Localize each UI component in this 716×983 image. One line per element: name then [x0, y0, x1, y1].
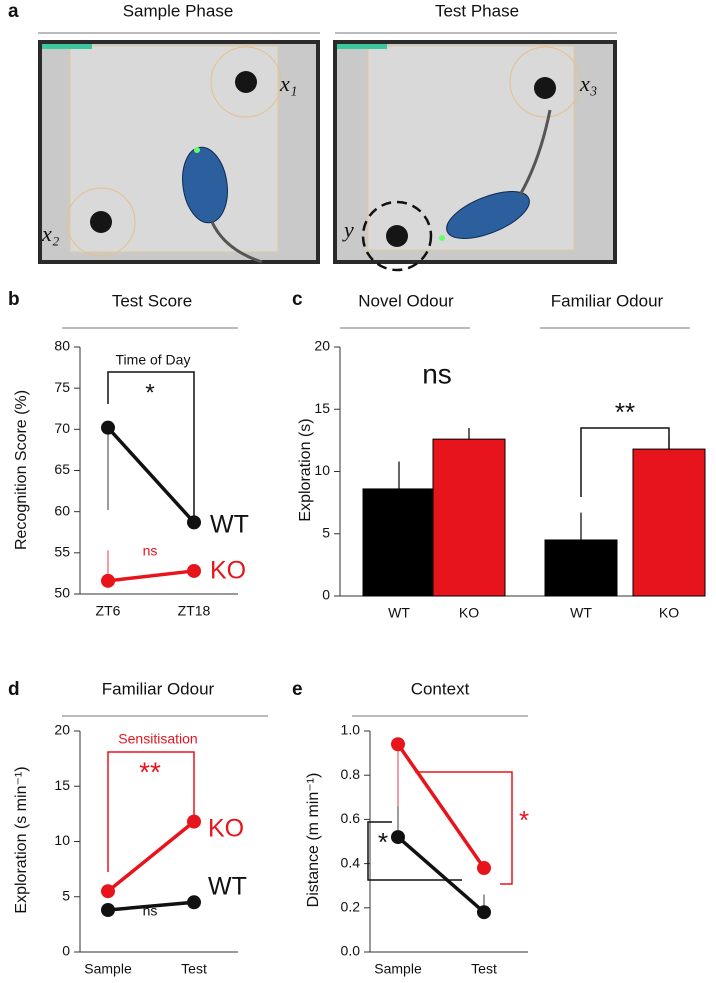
annotation: * — [519, 805, 529, 835]
y-tick-label: 65 — [54, 461, 70, 477]
data-point — [101, 420, 115, 435]
y-axis-label: Distance (m min⁻¹) — [305, 773, 322, 908]
data-point — [187, 895, 201, 910]
y-tick-label: 80 — [54, 338, 70, 354]
annotation: ns — [422, 358, 452, 389]
series-line — [106, 820, 196, 893]
series-line — [106, 426, 196, 524]
panel-letter: a — [8, 1, 19, 22]
series-line — [396, 743, 486, 870]
panel-title: Test Score — [112, 291, 192, 310]
significance-bracket — [107, 751, 195, 872]
panel-letter: b — [8, 289, 20, 310]
significance-bracket — [107, 371, 195, 516]
data-point — [101, 573, 115, 588]
y-tick-label: 5 — [322, 524, 330, 540]
y-tick-label: 5 — [62, 887, 70, 903]
y-tick-label: 10 — [314, 462, 330, 478]
y-tick-label: 0.0 — [341, 943, 361, 959]
panel-letter: d — [8, 679, 20, 700]
y-tick-label: 50 — [54, 585, 70, 601]
y-tick-label: 0 — [322, 587, 330, 603]
data-point — [391, 737, 405, 752]
y-tick-label: 20 — [54, 722, 70, 738]
data-point — [101, 903, 115, 918]
series-label: KO — [210, 557, 246, 585]
x-tick-label: Sample — [84, 961, 132, 977]
object-label: x₁ — [279, 71, 297, 96]
data-point — [477, 905, 491, 920]
y-tick-label: 0 — [62, 943, 70, 959]
y-tick-label: 20 — [314, 338, 330, 354]
annotation: Time of Day — [116, 352, 191, 368]
y-tick-label: 15 — [314, 400, 330, 416]
phase-title: Test Phase — [435, 1, 519, 20]
y-tick-label: 60 — [54, 502, 70, 518]
x-tick-label: Test — [181, 961, 207, 977]
group-title: Familiar Odour — [551, 291, 664, 310]
phase-title: Sample Phase — [123, 1, 234, 20]
series-label: KO — [208, 815, 244, 843]
significance-bracket — [415, 771, 513, 885]
data-point — [187, 515, 201, 530]
panel-title: Context — [411, 679, 470, 698]
panel-title: Familiar Odour — [102, 679, 215, 698]
x-tick-label: KO — [659, 605, 679, 621]
x-tick-label: ZT18 — [178, 603, 211, 619]
panel-letter: c — [292, 289, 303, 310]
series-label: WT — [208, 873, 247, 901]
series-line — [107, 569, 195, 583]
y-tick-label: 0.2 — [341, 899, 361, 915]
x-tick-label: Sample — [374, 961, 422, 977]
annotation: ** — [139, 756, 161, 787]
bar — [362, 488, 436, 597]
y-tick-label: 55 — [54, 544, 70, 560]
data-point — [187, 814, 201, 829]
series-label: WT — [210, 511, 249, 539]
bar — [544, 539, 618, 597]
y-axis-label: Exploration (s min⁻¹) — [13, 766, 30, 913]
annotation: * — [378, 827, 388, 857]
x-tick-label: ZT6 — [96, 603, 121, 619]
data-point — [477, 861, 491, 876]
annotation: ns — [143, 543, 158, 559]
y-tick-label: 75 — [54, 379, 70, 395]
y-tick-label: 0.6 — [341, 810, 361, 826]
data-point — [391, 830, 405, 845]
test-photo — [333, 40, 617, 272]
y-tick-label: 0.4 — [341, 854, 361, 870]
y-tick-label: 0.8 — [341, 766, 361, 782]
data-point — [187, 563, 201, 578]
y-tick-label: 70 — [54, 420, 70, 436]
bar — [632, 448, 706, 597]
x-tick-label: WT — [570, 605, 592, 621]
series-line — [396, 835, 486, 914]
object-label: x₂ — [41, 221, 60, 246]
object-label: x₃ — [579, 71, 597, 96]
group-title: Novel Odour — [358, 291, 454, 310]
bar — [432, 438, 506, 597]
y-axis-label: Exploration (s) — [297, 418, 314, 521]
sample-photo — [38, 40, 320, 264]
y-tick-label: 15 — [54, 777, 70, 793]
data-point — [101, 884, 115, 899]
series-line — [107, 900, 195, 912]
y-tick-label: 10 — [54, 832, 70, 848]
x-tick-label: WT — [388, 605, 410, 621]
object-label: y — [342, 217, 354, 242]
annotation: Sensitisation — [118, 731, 197, 747]
y-axis-label: Recognition Score (%) — [13, 390, 30, 550]
annotation: ** — [615, 397, 635, 427]
annotation: * — [145, 379, 154, 406]
significance-bracket — [367, 821, 462, 881]
panel-letter: e — [292, 679, 303, 700]
x-tick-label: KO — [459, 605, 479, 621]
y-tick-label: 1.0 — [341, 722, 361, 738]
x-tick-label: Test — [471, 961, 497, 977]
